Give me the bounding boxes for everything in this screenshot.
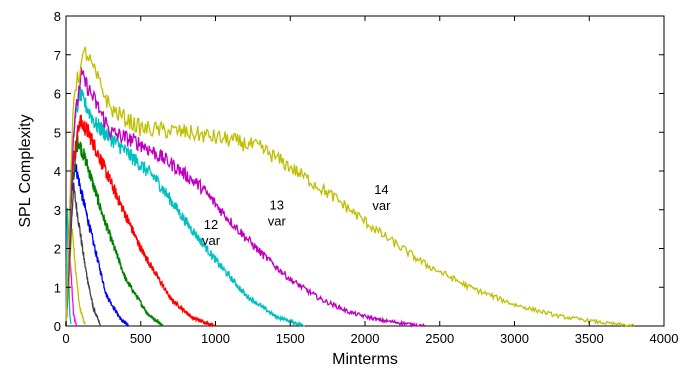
series-line-5 bbox=[65, 163, 130, 327]
x-axis-label: Minterms bbox=[332, 351, 398, 368]
y-tick-label-7: 7 bbox=[54, 48, 61, 63]
annotation-unit-2: var bbox=[372, 198, 391, 213]
x-tick-label-5: 2500 bbox=[425, 331, 454, 346]
series-line-9 bbox=[65, 66, 426, 329]
plot-frame bbox=[65, 15, 665, 327]
y-tick-label-4: 4 bbox=[54, 164, 61, 179]
y-tick-label-0: 0 bbox=[54, 319, 61, 334]
y-tick-label-2: 2 bbox=[54, 242, 61, 257]
annotation-unit-1: var bbox=[268, 214, 287, 229]
x-tick-label-0: 0 bbox=[62, 331, 69, 346]
annotation-number-1: 13 bbox=[270, 198, 284, 213]
y-tick-label-1: 1 bbox=[54, 280, 61, 295]
y-tick-label-5: 5 bbox=[54, 125, 61, 140]
y-tick-label-3: 3 bbox=[54, 203, 61, 218]
series-line-8 bbox=[65, 86, 305, 328]
series-line-10 bbox=[65, 46, 635, 327]
plot-area: 0 500 1000 1500 2000 2500 3000 3500 400001234567… bbox=[54, 9, 679, 346]
annotation-unit-0: var bbox=[202, 233, 221, 248]
series-layer bbox=[65, 46, 635, 329]
x-tick-label-7: 3500 bbox=[575, 331, 604, 346]
x-tick-label-8: 4000 bbox=[650, 331, 679, 346]
x-tick-label-1: 500 bbox=[130, 331, 152, 346]
series-line-6 bbox=[65, 135, 164, 328]
y-tick-label-6: 6 bbox=[54, 87, 61, 102]
x-tick-label-4: 2000 bbox=[351, 331, 380, 346]
series-line-3 bbox=[65, 228, 86, 327]
annotation-number-0: 12 bbox=[204, 217, 218, 232]
y-tick-label-8: 8 bbox=[54, 9, 61, 24]
y-axis-label: SPL Complexity bbox=[17, 114, 34, 227]
annotation-number-2: 14 bbox=[374, 182, 388, 197]
x-tick-label-6: 3000 bbox=[500, 331, 529, 346]
ticks-layer: 0 500 1000 1500 2000 2500 3000 3500 400001234567… bbox=[54, 9, 679, 346]
series-line-7 bbox=[65, 114, 216, 328]
x-tick-label-2: 1000 bbox=[201, 331, 230, 346]
x-tick-label-3: 1500 bbox=[276, 331, 305, 346]
series-line-4 bbox=[65, 182, 102, 327]
